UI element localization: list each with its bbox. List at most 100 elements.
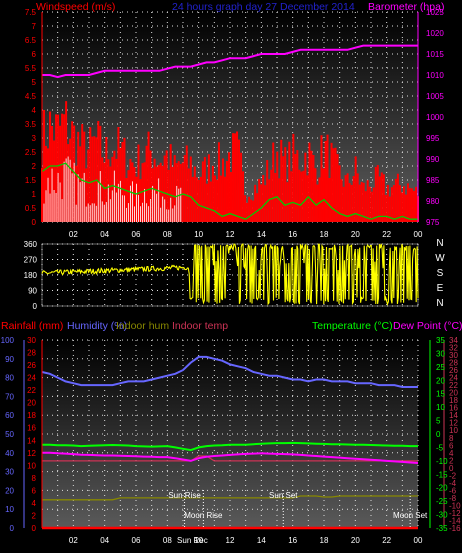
temp-tick-label: -30 (436, 511, 448, 520)
rain-tick-label: 2 (32, 511, 37, 520)
indoor-tick-label: 8 (449, 434, 454, 443)
rain-tick-label: 10 (27, 461, 36, 470)
x-tick-label: 12 (226, 536, 235, 545)
x-tick-label: 16 (288, 536, 297, 545)
wind-tick-label: 1 (32, 190, 37, 199)
temp-tick-label: 25 (436, 363, 445, 372)
baro-tick-label: 995 (426, 134, 440, 143)
rain-tick-label: 12 (27, 449, 36, 458)
x-tick-label: 22 (382, 536, 391, 545)
x-tick-label: 06 (132, 536, 141, 545)
baro-tick-label: 1000 (426, 113, 444, 122)
indoor-tick-label: -6 (449, 486, 457, 495)
baro-axis-label: Barometer (hpa) (368, 1, 445, 13)
temp-tick-label: 30 (436, 349, 445, 358)
x-tick-label: 14 (257, 230, 266, 239)
humidity-tick-label: 40 (5, 449, 14, 458)
temp-panel-bg (42, 340, 418, 528)
temp-tick-label: 15 (436, 390, 445, 399)
humidity-tick-label: 80 (5, 374, 14, 383)
compass-label: S (437, 268, 444, 279)
wind-tick-label: 5 (32, 78, 37, 87)
chart-title: 24 hours graph day 27 December 2014 (172, 1, 355, 13)
direction-tick-label: 0 (33, 302, 38, 311)
temp-tick-label: 35 (436, 336, 445, 345)
x-tick-label: 18 (320, 536, 329, 545)
wind-tick-label: 2 (32, 162, 37, 171)
indoor-temp-line (42, 455, 418, 462)
wind-tick-label: 1.5 (25, 176, 37, 185)
temperature-label: Temperature (°C) (312, 320, 393, 332)
x-tick-label: 02 (69, 536, 78, 545)
x-tick-label: 02 (69, 230, 78, 239)
event-label: Moon Set (393, 511, 428, 520)
humidity-tick-label: 100 (1, 336, 15, 345)
baro-tick-label: 1015 (426, 50, 444, 59)
indoor-tick-label: 6 (449, 441, 454, 450)
x-tick-label: 10 (194, 230, 203, 239)
rain-tick-label: 24 (27, 374, 36, 383)
wind-tick-label: 7.5 (25, 8, 37, 17)
indoor-tick-label: 24 (449, 374, 458, 383)
x-tick-label: 04 (100, 536, 109, 545)
indoor-tick-label: -4 (449, 479, 457, 488)
x-tick-label: 20 (351, 536, 360, 545)
x-tick-label: 08 (163, 536, 172, 545)
wind-tick-label: 2.5 (25, 148, 37, 157)
humidity-label: Humidity (%) (67, 320, 128, 332)
dew-point-label: Dew Point (°C) (393, 320, 462, 332)
rain-tick-label: 8 (32, 474, 37, 483)
indoor-tick-label: -16 (449, 524, 461, 533)
direction-line (41, 243, 419, 306)
x-tick-label: 12 (226, 230, 235, 239)
indoor-tick-label: 16 (449, 404, 458, 413)
indoor-tick-label: 20 (449, 389, 458, 398)
x-tick-label: 16 (288, 230, 297, 239)
indoor-tick-label: 4 (449, 449, 454, 458)
indoor-tick-label: -10 (449, 501, 461, 510)
indoor-tick-label: 0 (449, 464, 454, 473)
compass-label: N (436, 238, 443, 249)
indoor-tick-label: 32 (449, 344, 458, 353)
event-label: Sun Set (269, 491, 298, 500)
humidity-tick-label: 20 (5, 486, 14, 495)
indoor-tick-label: 10 (449, 426, 458, 435)
barometer-line (42, 44, 418, 79)
indoor-hum-line (42, 495, 418, 501)
temp-tick-label: -15 (436, 470, 448, 479)
direction-tick-label: 180 (24, 271, 38, 280)
wind-tick-label: 3.5 (25, 120, 37, 129)
rain-tick-label: 30 (27, 336, 36, 345)
baro-tick-label: 1005 (426, 92, 444, 101)
wind-axis-label: Windspeed (m/s) (36, 1, 116, 13)
direction-tick-label: 360 (24, 240, 38, 249)
baro-tick-label: 1025 (426, 8, 444, 17)
rain-tick-label: 16 (27, 424, 36, 433)
wind-tick-label: 3 (32, 134, 37, 143)
direction-tick-label: 270 (24, 256, 38, 265)
wind-tick-label: 7 (32, 22, 37, 31)
indoor-tick-label: 12 (449, 419, 458, 428)
wind-tick-label: 6.5 (25, 36, 37, 45)
x-tick-label: 06 (132, 230, 141, 239)
humidity-line (41, 355, 418, 388)
temp-tick-label: 5 (436, 417, 441, 426)
x-tick-label: 14 (257, 536, 266, 545)
baro-tick-label: 990 (426, 155, 440, 164)
temp-tick-label: 10 (436, 403, 445, 412)
dew-point-line (42, 451, 419, 464)
x-tick-label: 10 (194, 536, 203, 545)
indoor-tick-label: 26 (449, 366, 458, 375)
rain-tick-label: 18 (27, 411, 36, 420)
indoor-tick-label: 18 (449, 396, 458, 405)
indoor-tick-label: -12 (449, 509, 461, 518)
wind-tick-label: 4.5 (25, 92, 37, 101)
temp-tick-label: -35 (436, 524, 448, 533)
temp-tick-label: 20 (436, 376, 445, 385)
indoor-tick-label: 30 (449, 351, 458, 360)
humidity-tick-label: 50 (5, 430, 14, 439)
indoor-tick-label: 28 (449, 359, 458, 368)
humidity-tick-label: 60 (5, 411, 14, 420)
baro-tick-label: 975 (426, 218, 440, 227)
